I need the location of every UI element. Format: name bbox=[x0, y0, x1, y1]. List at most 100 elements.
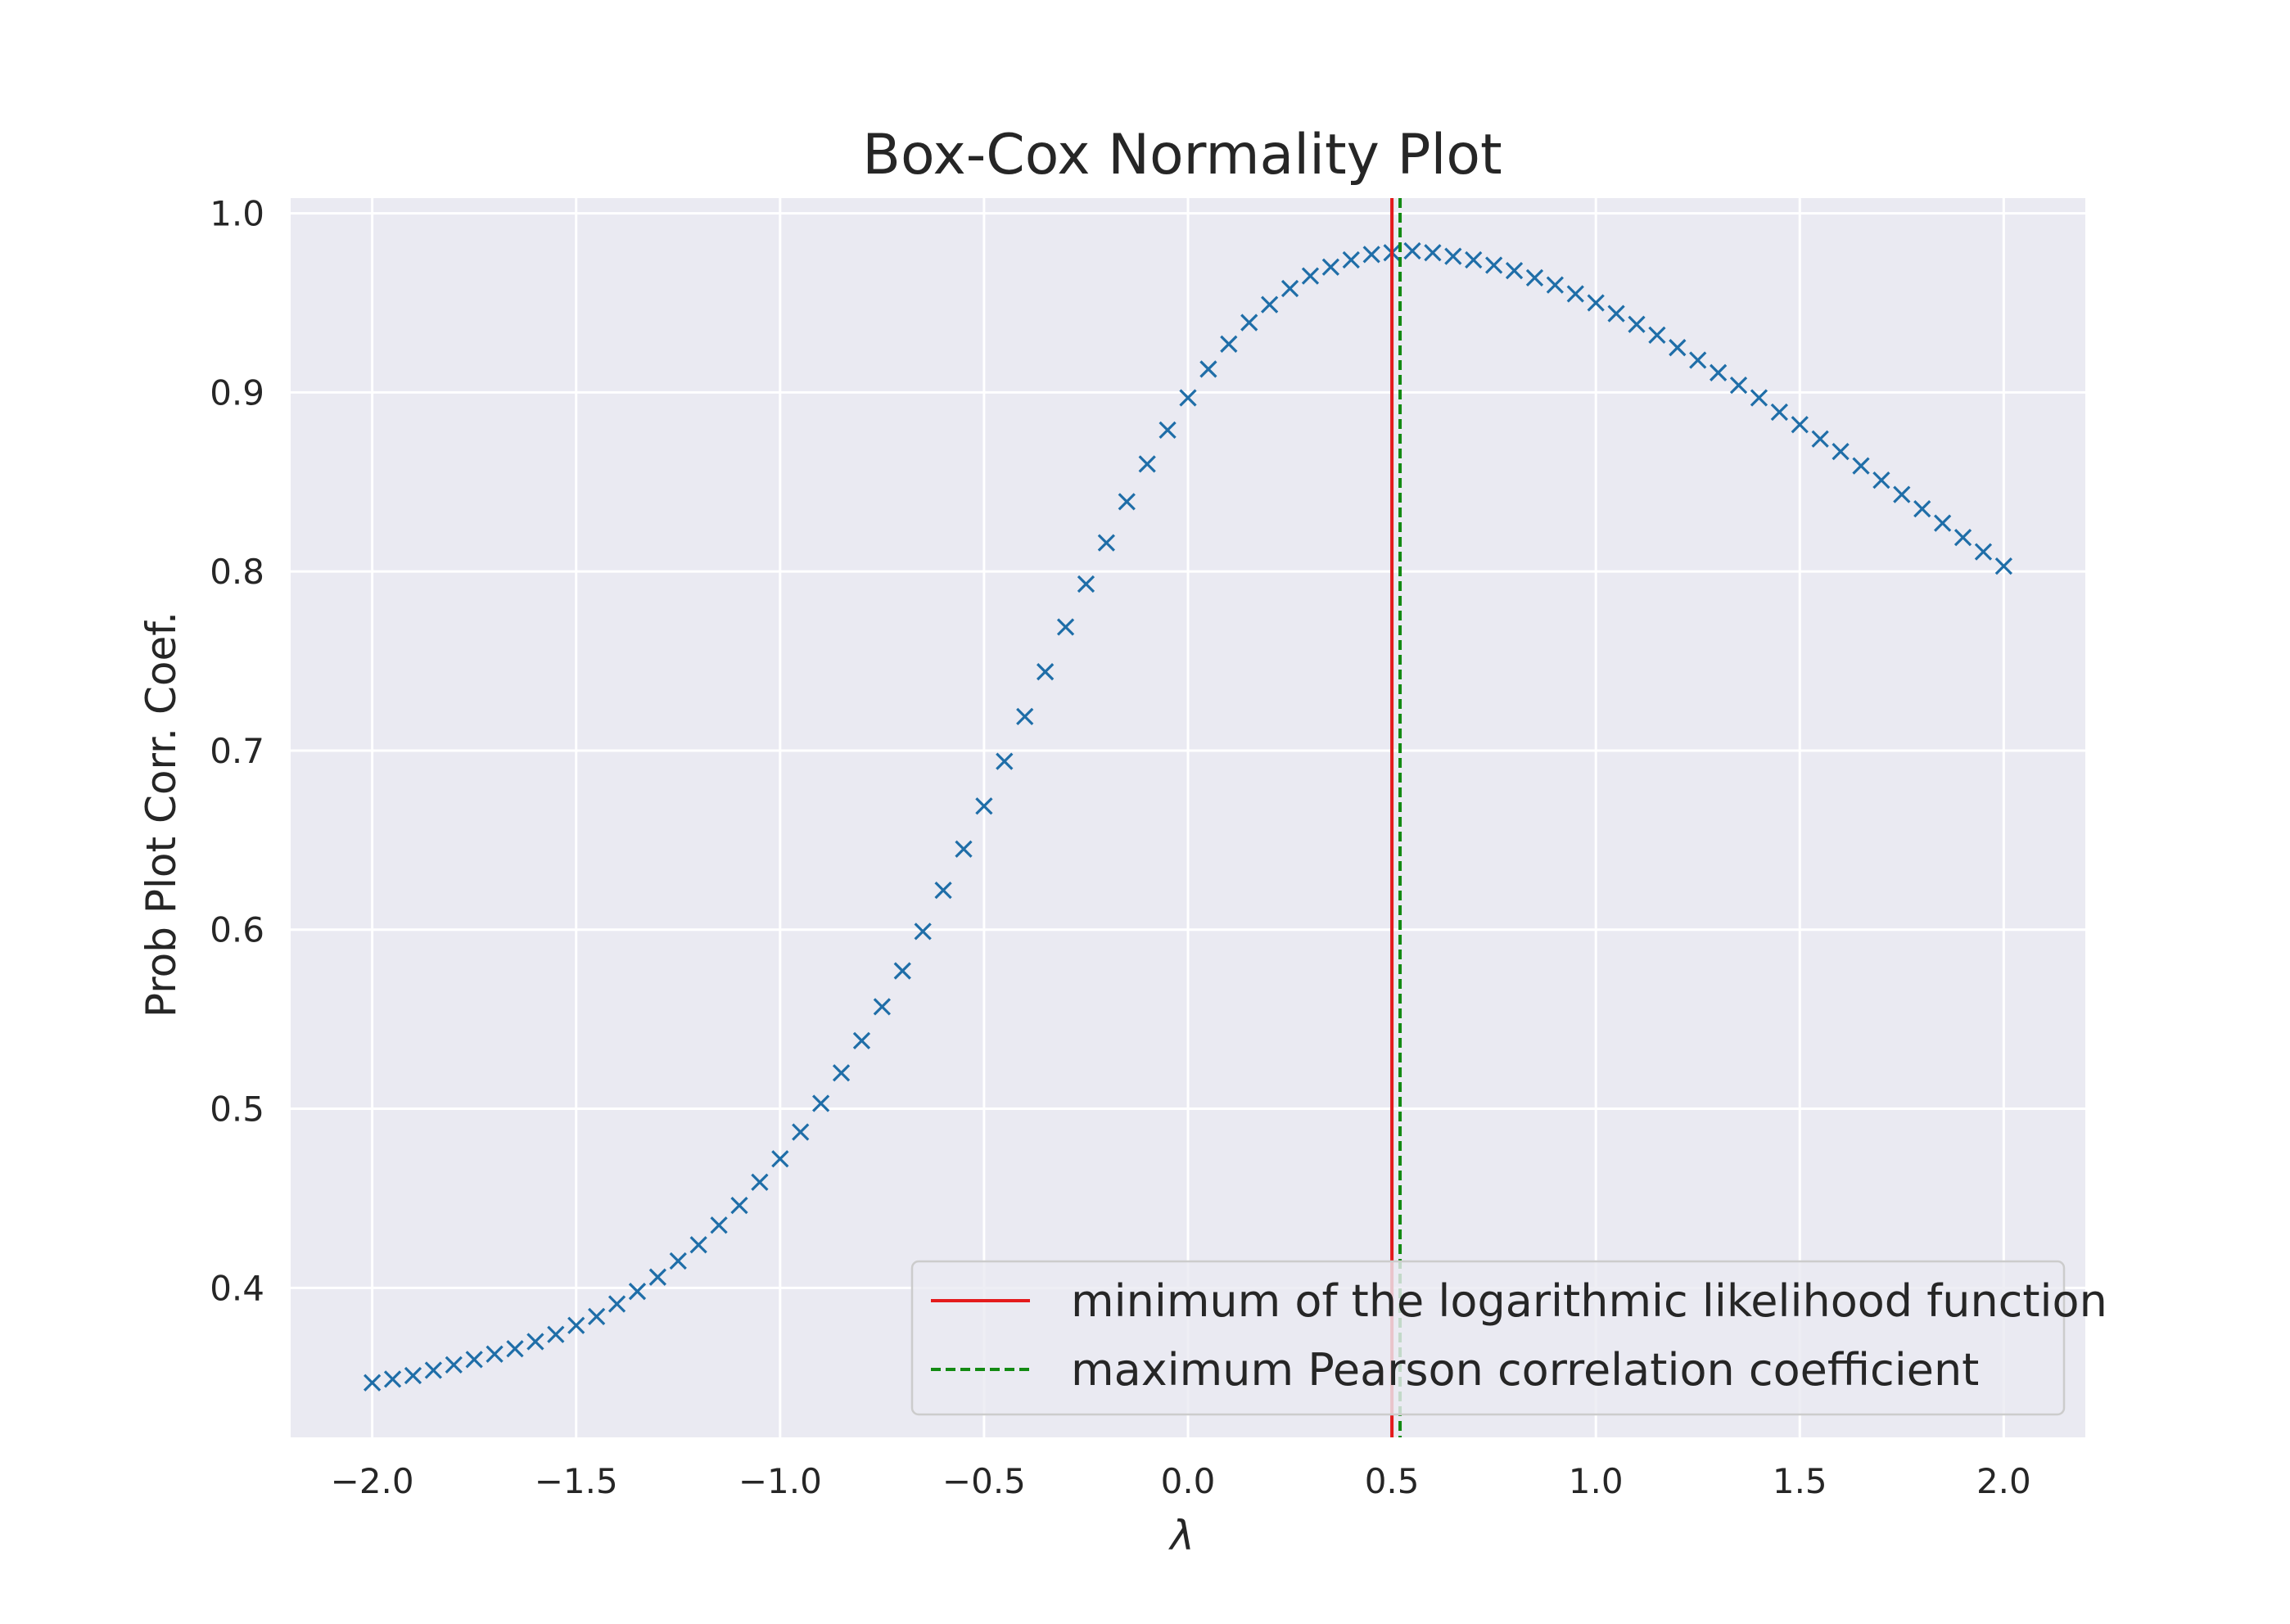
data-point-marker bbox=[1403, 241, 1421, 260]
data-point-marker bbox=[893, 962, 911, 980]
data-point-marker bbox=[1056, 618, 1075, 636]
data-point-marker bbox=[1179, 389, 1197, 407]
data-point-marker bbox=[1301, 267, 1320, 285]
y-tick-label: 0.5 bbox=[210, 1089, 264, 1130]
data-point-marker bbox=[730, 1197, 748, 1215]
data-point-marker bbox=[751, 1173, 769, 1191]
data-point-marker bbox=[975, 797, 993, 815]
x-tick-label: 1.5 bbox=[1773, 1461, 1827, 1501]
data-point-marker bbox=[1261, 295, 1279, 314]
data-point-marker bbox=[1974, 543, 1993, 561]
chart-title: Box-Cox Normality Plot bbox=[862, 123, 1502, 187]
data-point-marker bbox=[1607, 304, 1625, 323]
data-point-marker bbox=[1934, 514, 1952, 532]
data-point-marker bbox=[873, 998, 891, 1016]
data-point-marker bbox=[1362, 246, 1380, 264]
data-point-marker bbox=[1770, 403, 1788, 422]
data-point-marker bbox=[792, 1123, 810, 1141]
legend-box bbox=[910, 1260, 2066, 1416]
data-point-marker bbox=[1954, 528, 1972, 547]
data-point-marker bbox=[567, 1316, 585, 1334]
data-point-marker bbox=[1465, 250, 1483, 269]
data-point-marker bbox=[710, 1216, 728, 1234]
y-tick-label: 0.9 bbox=[210, 372, 264, 413]
data-point-marker bbox=[669, 1252, 687, 1270]
data-point-marker bbox=[1118, 493, 1136, 511]
x-tick-label: 2.0 bbox=[1976, 1461, 2031, 1501]
data-point-marker bbox=[1587, 294, 1605, 312]
x-tick-label: 1.0 bbox=[1569, 1461, 1624, 1501]
data-point-marker bbox=[1750, 389, 1768, 407]
data-point-marker bbox=[588, 1307, 606, 1325]
data-point-marker bbox=[1159, 421, 1177, 439]
data-point-marker bbox=[1037, 663, 1055, 681]
data-point-marker bbox=[364, 1374, 382, 1392]
data-point-marker bbox=[486, 1345, 504, 1363]
y-tick-label: 0.7 bbox=[210, 731, 264, 771]
legend: minimum of the logarithmic likelihood fu… bbox=[910, 1260, 2107, 1416]
data-point-marker bbox=[812, 1094, 830, 1112]
data-point-marker bbox=[1016, 707, 1034, 726]
data-point-marker bbox=[404, 1366, 422, 1385]
x-tick-label: −1.5 bbox=[535, 1461, 618, 1501]
data-point-marker bbox=[526, 1333, 544, 1351]
data-point-marker bbox=[996, 752, 1014, 770]
data-point-marker bbox=[445, 1356, 463, 1374]
x-tick-label: 0.0 bbox=[1161, 1461, 1216, 1501]
data-point-marker bbox=[1893, 485, 1911, 503]
data-point-marker bbox=[1710, 363, 1728, 381]
data-point-marker bbox=[1832, 442, 1850, 461]
data-point-marker bbox=[689, 1236, 707, 1254]
y-tick-label: 0.8 bbox=[210, 552, 264, 592]
data-point-marker bbox=[1342, 250, 1360, 269]
data-point-marker bbox=[1566, 285, 1584, 303]
data-point-marker bbox=[832, 1064, 851, 1082]
data-point-marker bbox=[506, 1340, 524, 1358]
y-axis-label: Prob Plot Corr. Coef. bbox=[138, 611, 185, 1017]
data-point-marker bbox=[852, 1031, 871, 1050]
x-tick-label: 0.5 bbox=[1365, 1461, 1420, 1501]
data-point-marker bbox=[934, 881, 952, 900]
y-tick-label: 0.6 bbox=[210, 910, 264, 950]
data-point-marker bbox=[465, 1351, 483, 1369]
x-tick-label: −2.0 bbox=[331, 1461, 414, 1501]
data-point-marker bbox=[1240, 314, 1258, 332]
x-tick-label: −1.0 bbox=[738, 1461, 822, 1501]
data-point-marker bbox=[1077, 575, 1095, 593]
data-point-marker bbox=[424, 1361, 442, 1379]
data-point-marker bbox=[1321, 258, 1339, 276]
y-tick-label: 1.0 bbox=[210, 194, 264, 234]
data-point-marker bbox=[1525, 268, 1544, 286]
x-axis-label: λ bbox=[1168, 1512, 1195, 1559]
data-point-marker bbox=[955, 840, 973, 858]
data-point-marker bbox=[1505, 261, 1524, 280]
data-point-marker bbox=[628, 1283, 647, 1301]
data-point-marker bbox=[1424, 244, 1442, 262]
data-point-marker bbox=[1913, 499, 1931, 518]
data-point-marker bbox=[914, 923, 932, 941]
data-point-marker bbox=[648, 1268, 666, 1286]
data-point-marker bbox=[547, 1325, 565, 1343]
data-point-marker bbox=[1669, 339, 1687, 357]
data-point-marker bbox=[1872, 471, 1890, 489]
data-point-marker bbox=[1138, 455, 1156, 473]
data-point-marker bbox=[1199, 360, 1217, 378]
legend-label: minimum of the logarithmic likelihood fu… bbox=[1071, 1275, 2107, 1327]
data-point-marker bbox=[1791, 416, 1809, 434]
data-point-marker bbox=[1220, 335, 1238, 353]
data-point-marker bbox=[1485, 256, 1503, 274]
data-point-marker bbox=[1546, 276, 1564, 294]
data-point-marker bbox=[1281, 279, 1299, 298]
data-point-marker bbox=[1444, 247, 1462, 265]
data-point-marker bbox=[1097, 534, 1115, 552]
data-point-marker bbox=[1729, 377, 1748, 395]
data-point-marker bbox=[1994, 557, 2012, 575]
data-point-marker bbox=[608, 1295, 626, 1313]
x-tick-label: −0.5 bbox=[942, 1461, 1026, 1501]
data-point-marker bbox=[771, 1150, 789, 1168]
data-point-marker bbox=[1811, 430, 1829, 448]
data-point-marker bbox=[1648, 326, 1666, 345]
data-point-marker bbox=[1628, 315, 1646, 333]
data-point-marker bbox=[1852, 457, 1870, 475]
